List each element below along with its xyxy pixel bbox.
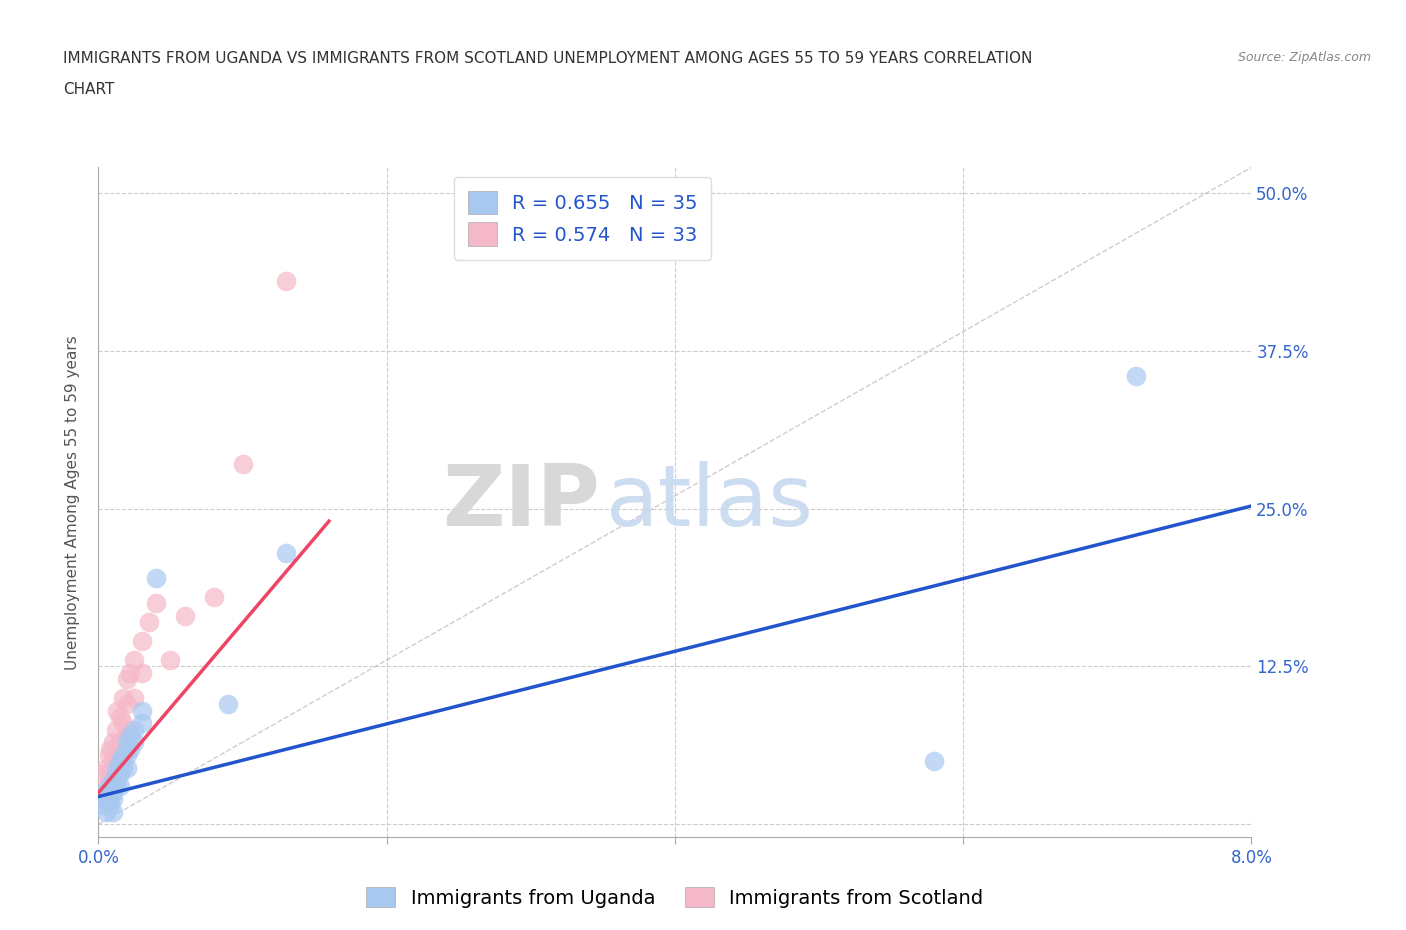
Legend: Immigrants from Uganda, Immigrants from Scotland: Immigrants from Uganda, Immigrants from … bbox=[359, 880, 991, 916]
Point bbox=[104, 766, 127, 781]
Point bbox=[91, 791, 114, 806]
Point bbox=[131, 703, 153, 718]
Text: atlas: atlas bbox=[606, 460, 814, 544]
Point bbox=[111, 748, 134, 763]
Point bbox=[108, 753, 131, 768]
Point bbox=[105, 760, 128, 775]
Point bbox=[138, 615, 160, 630]
Point bbox=[117, 748, 139, 763]
Point bbox=[101, 735, 124, 750]
Point bbox=[124, 723, 146, 737]
Point bbox=[124, 735, 146, 750]
Point bbox=[91, 785, 114, 800]
Point bbox=[98, 785, 121, 800]
Point bbox=[159, 653, 181, 668]
Point bbox=[120, 728, 142, 743]
Point bbox=[97, 773, 120, 788]
Point bbox=[97, 748, 120, 763]
Point bbox=[117, 735, 139, 750]
Point bbox=[131, 633, 153, 648]
Point bbox=[117, 760, 139, 775]
Point bbox=[98, 741, 121, 756]
Point bbox=[104, 723, 127, 737]
Point bbox=[101, 753, 124, 768]
Text: IMMIGRANTS FROM UGANDA VS IMMIGRANTS FROM SCOTLAND UNEMPLOYMENT AMONG AGES 55 TO: IMMIGRANTS FROM UGANDA VS IMMIGRANTS FRO… bbox=[63, 51, 1032, 66]
Point bbox=[108, 710, 131, 724]
Point bbox=[1125, 368, 1147, 383]
Point bbox=[98, 766, 121, 781]
Point bbox=[97, 779, 120, 794]
Point bbox=[174, 608, 197, 623]
Point bbox=[105, 773, 128, 788]
Point bbox=[94, 785, 117, 800]
Point bbox=[97, 791, 120, 806]
Point bbox=[202, 590, 225, 604]
Point bbox=[104, 779, 127, 794]
Point bbox=[94, 760, 117, 775]
Point bbox=[217, 697, 239, 711]
Point bbox=[94, 791, 117, 806]
Point bbox=[924, 753, 946, 768]
Point bbox=[91, 766, 114, 781]
Point bbox=[131, 716, 153, 731]
Point bbox=[120, 741, 142, 756]
Point bbox=[145, 571, 167, 586]
Point bbox=[101, 804, 124, 819]
Y-axis label: Unemployment Among Ages 55 to 59 years: Unemployment Among Ages 55 to 59 years bbox=[65, 335, 80, 670]
Point bbox=[124, 653, 146, 668]
Point bbox=[94, 804, 117, 819]
Point bbox=[120, 665, 142, 680]
Legend: R = 0.655   N = 35, R = 0.574   N = 33: R = 0.655 N = 35, R = 0.574 N = 33 bbox=[454, 177, 711, 259]
Point bbox=[117, 697, 139, 711]
Point bbox=[98, 798, 121, 813]
Point bbox=[101, 785, 124, 800]
Point bbox=[145, 596, 167, 611]
Point bbox=[101, 773, 124, 788]
Point bbox=[231, 457, 254, 472]
Point bbox=[101, 773, 124, 788]
Point bbox=[111, 760, 134, 775]
Point bbox=[111, 716, 134, 731]
Text: ZIP: ZIP bbox=[443, 460, 600, 544]
Point bbox=[108, 766, 131, 781]
Point bbox=[108, 735, 131, 750]
Point bbox=[91, 798, 114, 813]
Point bbox=[111, 691, 134, 706]
Point bbox=[101, 791, 124, 806]
Text: Source: ZipAtlas.com: Source: ZipAtlas.com bbox=[1237, 51, 1371, 64]
Point bbox=[105, 703, 128, 718]
Point bbox=[117, 671, 139, 686]
Point bbox=[274, 545, 297, 560]
Point bbox=[108, 779, 131, 794]
Text: CHART: CHART bbox=[63, 82, 115, 97]
Point bbox=[274, 273, 297, 288]
Point bbox=[131, 665, 153, 680]
Point bbox=[117, 723, 139, 737]
Point bbox=[104, 748, 127, 763]
Point bbox=[124, 691, 146, 706]
